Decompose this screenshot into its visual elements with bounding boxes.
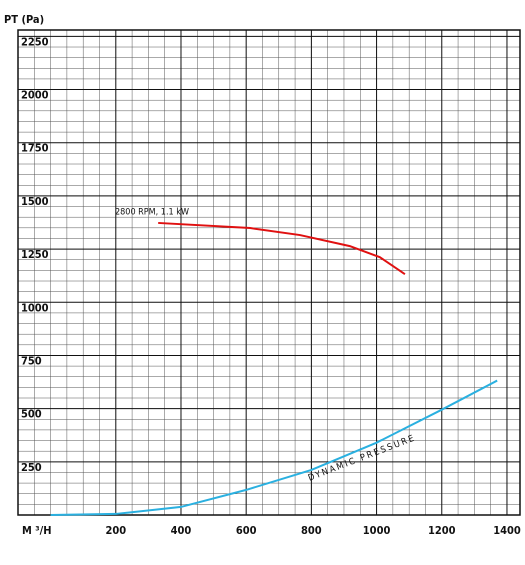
y-tick-label: 1250: [21, 248, 49, 261]
x-tick-label: 600: [236, 524, 257, 537]
curve-label: 2800 RPM, 1.1 kW: [115, 208, 189, 218]
y-tick-label: 500: [21, 408, 42, 421]
curve-label: DYNAMIC PRESSURE: [307, 433, 417, 483]
curve: [158, 221, 406, 276]
curve: [50, 379, 498, 516]
x-axis-label: M ³/H: [22, 524, 52, 537]
x-tick-label: 1200: [428, 524, 456, 537]
x-tick-label: 800: [301, 524, 322, 537]
x-tick-label: 1400: [493, 524, 521, 537]
x-tick-label: 1000: [363, 524, 391, 537]
x-tick-label: 200: [105, 524, 126, 537]
y-tick-label: 2250: [21, 35, 49, 48]
y-tick-label: 250: [21, 461, 42, 474]
y-tick-label: 2000: [21, 89, 49, 102]
y-tick-label: 750: [21, 354, 42, 367]
y-tick-label: 1750: [21, 142, 49, 155]
plot-frame: [17, 29, 521, 516]
y-tick-label: 1500: [21, 195, 49, 208]
y-tick-label: 1000: [21, 301, 49, 314]
x-tick-label: 400: [171, 524, 192, 537]
y-axis-label: PT (Pa): [4, 13, 44, 26]
